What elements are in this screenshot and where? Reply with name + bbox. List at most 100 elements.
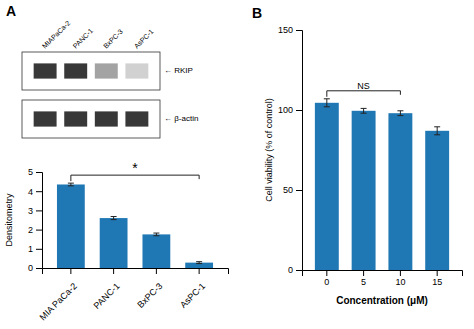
x-tick: 0	[324, 270, 329, 287]
x-tick: MIA PaCa-2	[37, 268, 78, 322]
x-tick: 5	[361, 270, 366, 287]
y-tick: 3	[28, 206, 42, 216]
blot-band	[64, 63, 87, 78]
error-bar	[434, 127, 440, 135]
tick-mark	[36, 172, 42, 173]
error-bar	[196, 262, 202, 264]
blot-box	[22, 100, 160, 138]
tick-mark	[199, 268, 200, 274]
lane-label: PANC-1	[71, 27, 94, 50]
bar	[100, 218, 128, 268]
tick-mark	[400, 270, 401, 276]
axis-line	[296, 31, 303, 271]
y-tick-label: 0	[288, 265, 293, 275]
x-tick-label: 15	[432, 277, 442, 287]
x-tick: 15	[432, 270, 442, 287]
bar	[142, 234, 170, 268]
x-tick: BxPC-3	[135, 268, 164, 310]
y-tick-label: 4	[28, 187, 33, 197]
axis-line	[36, 173, 43, 269]
y-tick: 5	[28, 167, 42, 177]
blot-band	[95, 111, 118, 126]
y-tick-label: 150	[278, 25, 293, 35]
y-tick-label: 0	[28, 263, 33, 273]
x-tick-label: 10	[395, 277, 405, 287]
y-tick: 2	[28, 225, 42, 235]
bar	[185, 263, 213, 268]
y-tick: 4	[28, 187, 42, 197]
error-bar	[153, 233, 159, 236]
x-tick-label: 0	[324, 277, 329, 287]
error-bar	[111, 217, 117, 220]
bar-chart: 0 1 2 3 4 5 MIA PaCa-2 PANC-1 BxPC-3 AsPC-1 Densit…	[4, 160, 229, 322]
axis-line	[303, 271, 463, 277]
y-tick: 50	[283, 185, 302, 195]
x-tick: PANC-1	[92, 268, 122, 311]
lane-label: BxPC-3	[102, 28, 124, 50]
plot-area	[57, 183, 213, 268]
y-tick: 1	[28, 244, 42, 254]
x-tick-label: PANC-1	[92, 281, 122, 311]
tick-mark	[296, 30, 302, 31]
significance-bracket	[327, 91, 401, 97]
panel-label: B	[252, 5, 262, 21]
y-tick-label: 2	[28, 225, 33, 235]
bar	[57, 184, 85, 268]
error-bar	[68, 183, 74, 186]
y-tick-label: 1	[28, 244, 33, 254]
tick-mark	[36, 249, 42, 250]
tick-mark	[296, 190, 302, 191]
x-axis: MIA PaCa-2 PANC-1 BxPC-3 AsPC-1	[37, 268, 228, 322]
lane-label: MIAPaCa-2	[41, 19, 72, 50]
bar	[388, 113, 412, 270]
tick-mark	[113, 268, 114, 274]
y-axis: 0 50 100 150	[278, 25, 303, 275]
x-axis: 0 5 10 15	[303, 270, 463, 287]
blot-band	[125, 63, 148, 78]
x-tick-label: BxPC-3	[135, 281, 164, 310]
x-tick: AsPC-1	[178, 268, 207, 310]
x-tick: 10	[395, 270, 405, 287]
bar	[352, 111, 376, 270]
y-tick-label: 100	[278, 105, 293, 115]
tick-mark	[296, 110, 302, 111]
x-tick-label: 5	[361, 277, 366, 287]
y-tick-label: 50	[283, 185, 293, 195]
blot-panel: A← RKIP← β-actinMIAPaCa-2PANC-1BxPC-3AsP…	[6, 3, 198, 138]
tick-mark	[36, 230, 42, 231]
x-tick-label: AsPC-1	[178, 281, 207, 310]
tick-mark	[36, 191, 42, 192]
panel-label: A	[6, 3, 16, 19]
blot-band	[34, 63, 57, 78]
error-bar	[324, 99, 330, 107]
tick-mark	[36, 268, 42, 269]
y-axis: 0 1 2 3 4 5	[28, 167, 43, 273]
blot-row-label: ← β-actin	[164, 114, 198, 123]
y-tick: 150	[278, 25, 302, 35]
tick-mark	[36, 210, 42, 211]
blot-band	[34, 111, 57, 126]
bar	[315, 103, 339, 270]
error-bar	[397, 111, 403, 116]
tick-mark	[437, 270, 438, 276]
tick-mark	[156, 268, 157, 274]
axis-line	[43, 269, 229, 275]
tick-mark	[70, 268, 71, 274]
bar	[425, 131, 449, 270]
x-axis-label: Concentration (μM)	[336, 295, 428, 306]
tick-mark	[296, 270, 302, 271]
blot-box	[22, 52, 160, 90]
plot-area	[315, 99, 449, 270]
blot-row-label: ← RKIP	[164, 66, 193, 75]
y-tick: 0	[28, 263, 42, 273]
blot-band	[64, 111, 87, 126]
tick-mark	[363, 270, 364, 276]
y-tick: 0	[288, 265, 302, 275]
blot-band	[125, 111, 148, 126]
y-tick: 100	[278, 105, 302, 115]
y-tick-label: 3	[28, 206, 33, 216]
y-axis-label: Densitometry	[4, 193, 14, 247]
significance-label: NS	[357, 81, 370, 91]
x-tick-label: MIA PaCa-2	[37, 281, 78, 322]
y-tick-label: 5	[28, 167, 33, 177]
